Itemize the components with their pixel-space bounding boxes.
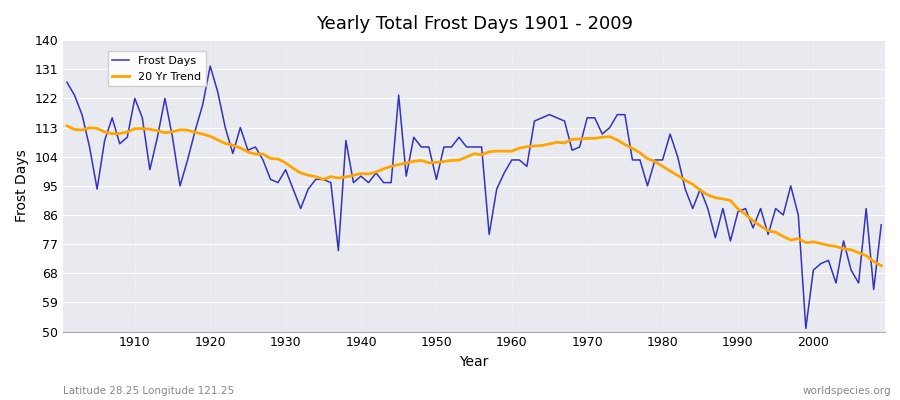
20 Yr Trend bbox=[61, 123, 72, 128]
Frost Days bbox=[605, 125, 616, 130]
Frost Days bbox=[876, 222, 886, 227]
Line: 20 Yr Trend: 20 Yr Trend bbox=[67, 126, 881, 266]
Frost Days bbox=[340, 138, 351, 143]
20 Yr Trend bbox=[876, 263, 886, 268]
Text: worldspecies.org: worldspecies.org bbox=[803, 386, 891, 396]
Y-axis label: Frost Days: Frost Days bbox=[15, 150, 29, 222]
Frost Days bbox=[295, 206, 306, 211]
Title: Yearly Total Frost Days 1901 - 2009: Yearly Total Frost Days 1901 - 2009 bbox=[316, 15, 633, 33]
X-axis label: Year: Year bbox=[459, 355, 489, 369]
Frost Days bbox=[800, 326, 811, 331]
20 Yr Trend bbox=[288, 166, 299, 171]
20 Yr Trend bbox=[597, 135, 608, 140]
Line: Frost Days: Frost Days bbox=[67, 66, 881, 328]
Frost Days bbox=[507, 158, 517, 162]
Legend: Frost Days, 20 Yr Trend: Frost Days, 20 Yr Trend bbox=[108, 52, 205, 86]
Frost Days bbox=[205, 64, 216, 68]
Frost Days bbox=[122, 135, 132, 140]
20 Yr Trend bbox=[499, 149, 509, 154]
Text: Latitude 28.25 Longitude 121.25: Latitude 28.25 Longitude 121.25 bbox=[63, 386, 234, 396]
20 Yr Trend bbox=[333, 176, 344, 180]
20 Yr Trend bbox=[122, 130, 132, 134]
Frost Days bbox=[61, 80, 72, 85]
Frost Days bbox=[514, 158, 525, 162]
20 Yr Trend bbox=[507, 149, 517, 154]
